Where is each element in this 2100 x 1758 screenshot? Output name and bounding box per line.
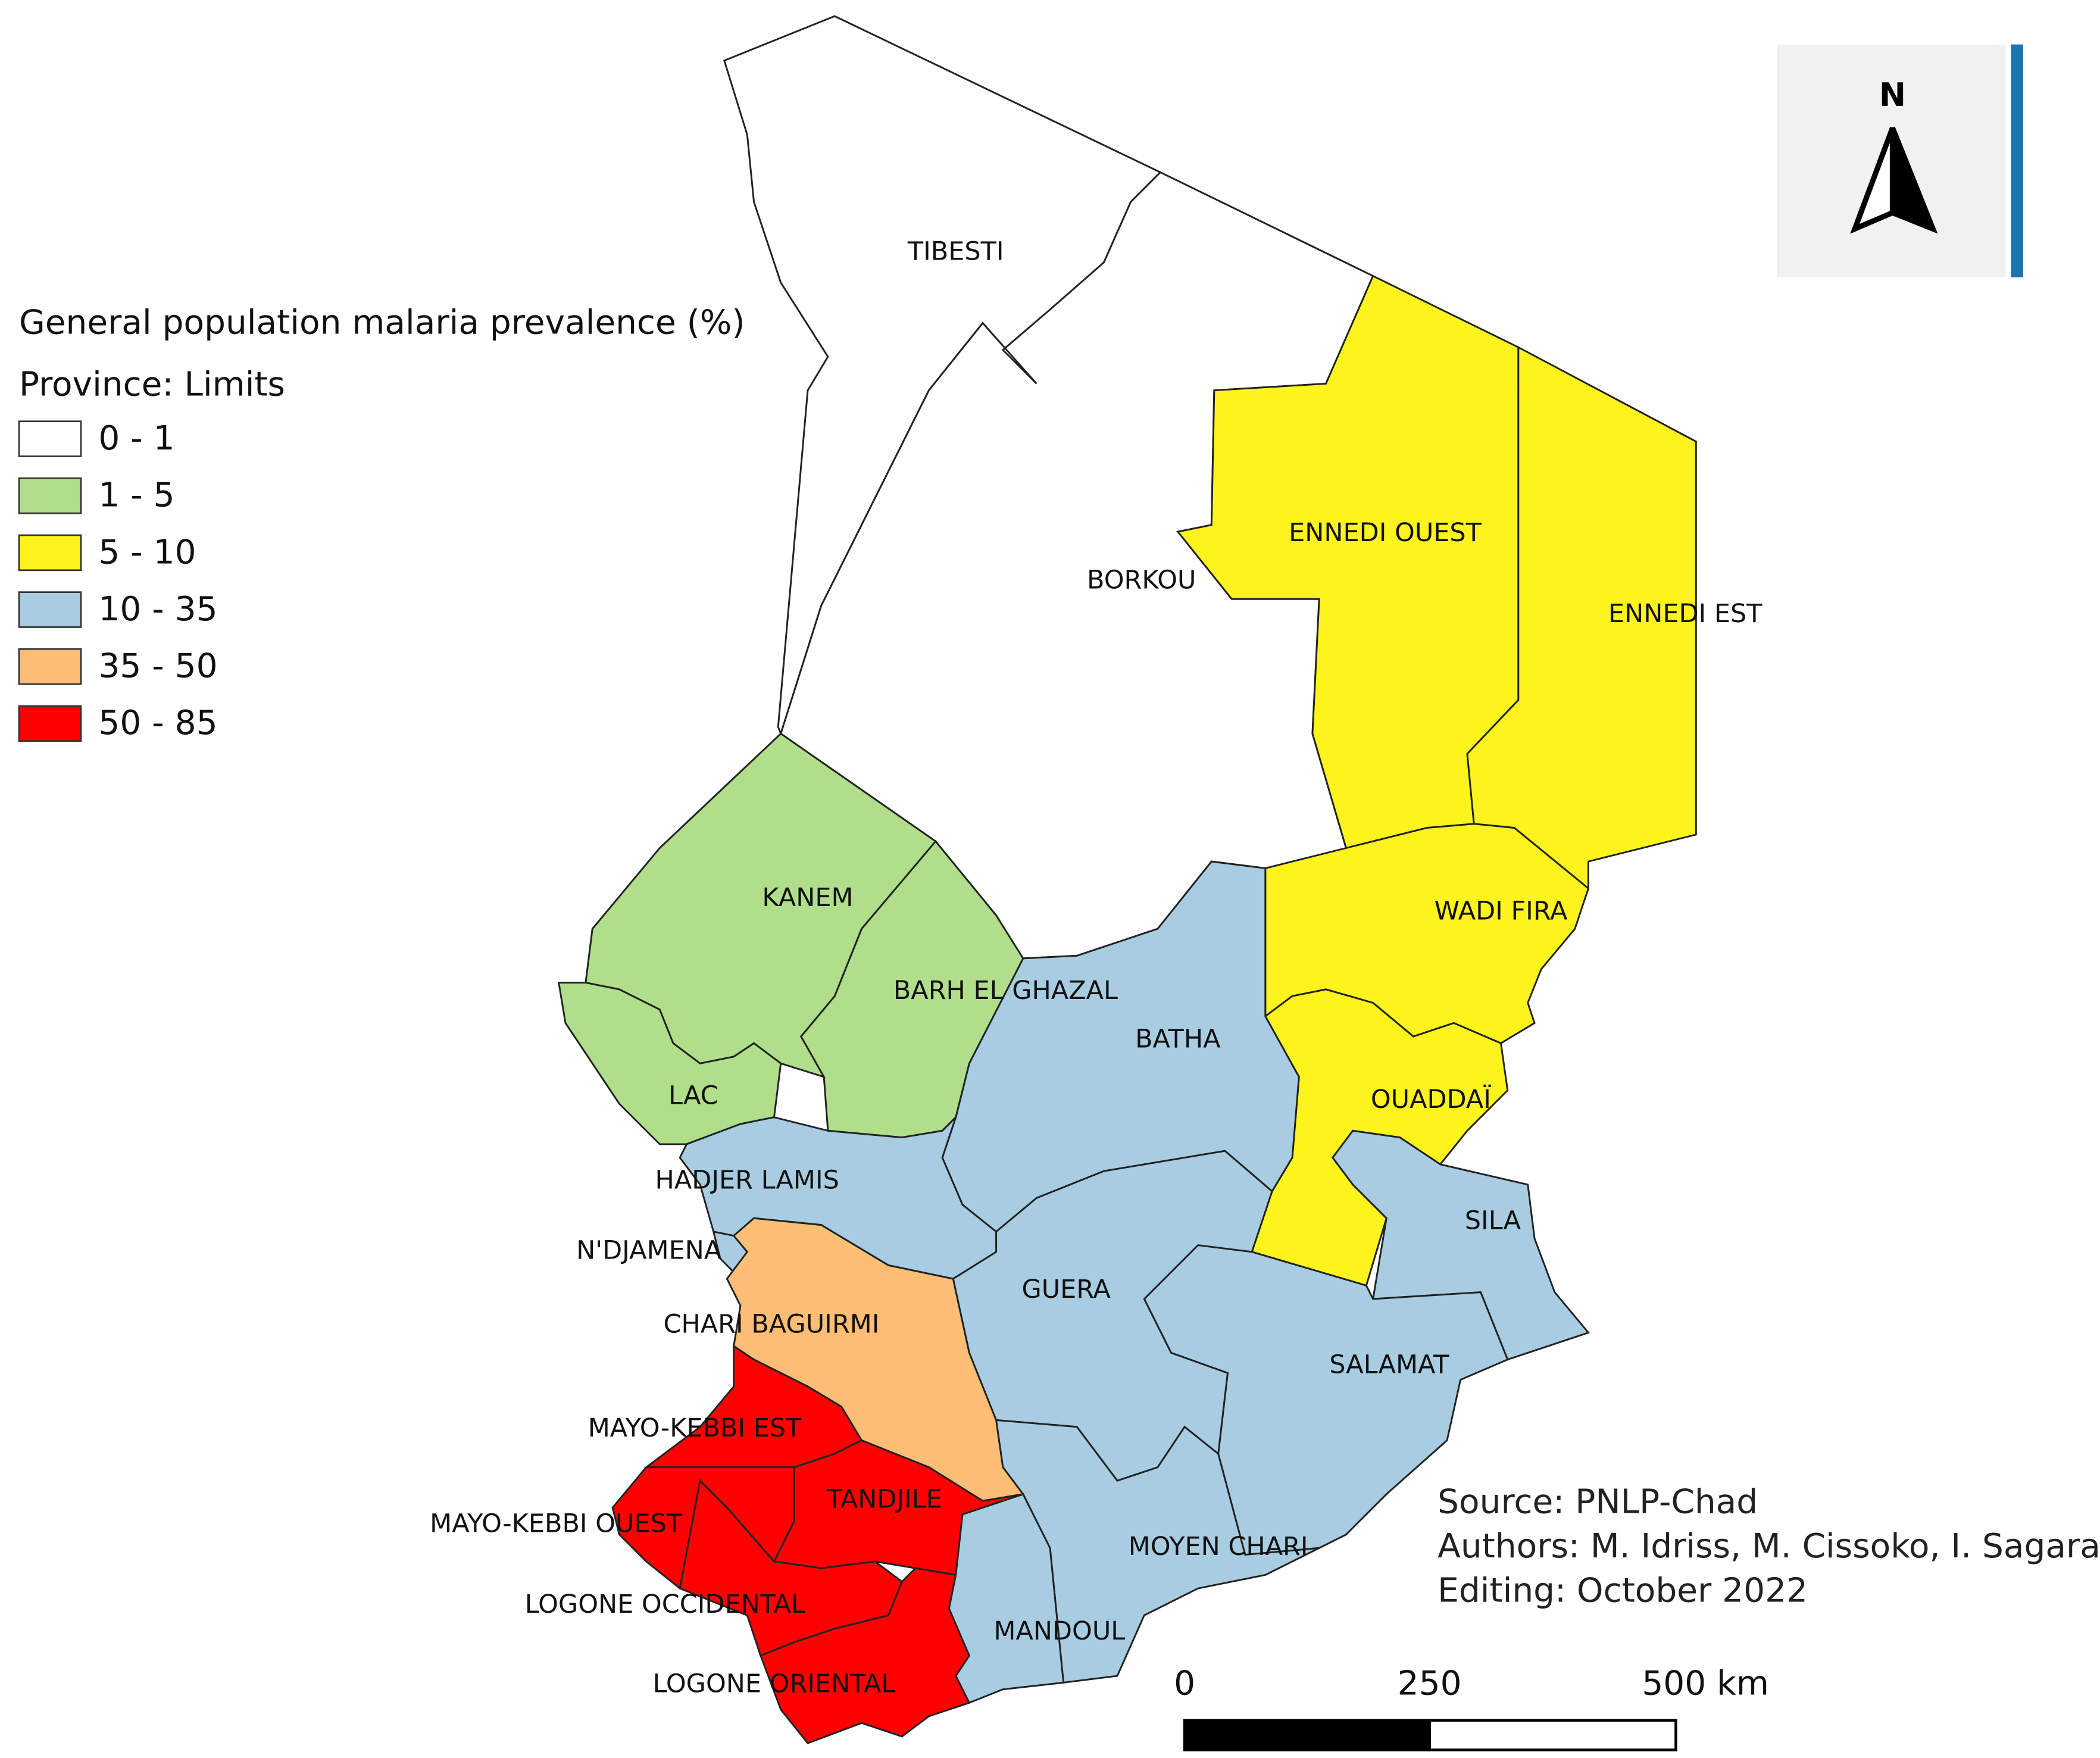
province-label: ENNEDI EST: [1608, 599, 1762, 629]
province-labels: TIBESTI BORKOU ENNEDI OUEST ENNEDI EST WADI …: [430, 237, 1762, 1699]
province-label: MAYO-KEBBI EST: [588, 1413, 802, 1443]
province: [759, 1567, 971, 1744]
province-label: BORKOU: [1087, 565, 1196, 595]
credit-line: Editing: October 2022: [1438, 1572, 1808, 1610]
legend-swatch: [18, 591, 82, 628]
province-label: BATHA: [1135, 1024, 1221, 1054]
province-label: WADI FIRA: [1435, 897, 1568, 926]
legend-label: 5 - 10: [98, 533, 196, 572]
credits: Source: PNLP-Chad Authors: M. Idriss, M. …: [1438, 1482, 2100, 1610]
province-label: BARH EL GHAZAL: [893, 976, 1118, 1006]
province-label: ENNEDI OUEST: [1289, 518, 1482, 548]
legend-label: 35 - 50: [98, 647, 217, 686]
provinces: [557, 15, 1697, 1744]
legend-swatch: [18, 477, 82, 514]
credit-line: Authors: M. Idriss, M. Cissoko, I. Sagar…: [1438, 1527, 2100, 1566]
province-label: N'DJAMENA: [576, 1235, 722, 1265]
legend-label: 50 - 85: [98, 704, 217, 742]
legend-label: 1 - 5: [98, 476, 174, 515]
province-label: LAC: [668, 1081, 718, 1110]
province-label: LOGONE ORIENTAL: [652, 1669, 895, 1698]
scale-label: 250: [1398, 1665, 1462, 1703]
north-arrow-label: N: [1879, 76, 1906, 114]
province-label: SILA: [1465, 1206, 1521, 1236]
province-label: SALAMAT: [1329, 1350, 1449, 1380]
legend-subtitle: Province: Limits: [19, 366, 285, 404]
legend-title: General population malaria prevalence (%…: [19, 304, 745, 342]
scale-label: 500 km: [1642, 1665, 1769, 1703]
scale-bar-light: [1428, 1719, 1677, 1751]
north-arrow-right: [1889, 127, 1938, 234]
north-arrow-strip: [2011, 44, 2023, 277]
scale-label: 0: [1174, 1665, 1195, 1703]
legend-swatch: [18, 705, 82, 742]
province-label: HADJER LAMIS: [655, 1166, 839, 1195]
credit-line: Source: PNLP-Chad: [1438, 1482, 1758, 1521]
province-label: TANDJILE: [826, 1485, 942, 1515]
scale-bar-dark: [1183, 1719, 1431, 1751]
province-label: LOGONE OCCIDENTAL: [525, 1590, 805, 1619]
legend-swatch: [18, 420, 82, 457]
province-label: KANEM: [762, 883, 853, 913]
province: [1331, 1129, 1590, 1361]
province-label: MOYEN CHARI: [1129, 1532, 1308, 1562]
legend-swatch: [18, 534, 82, 572]
province-label: CHARI BAGUIRMI: [663, 1310, 879, 1339]
province-label: TIBESTI: [907, 237, 1004, 267]
province: [557, 982, 782, 1145]
legend-label: 10 - 35: [98, 590, 217, 629]
province-label: GUERA: [1021, 1275, 1111, 1304]
legend: 0 - 1 1 - 5 5 - 10 10 - 35 35 - 50 50 - 85: [18, 419, 218, 742]
scale-labels: 0 250 500 km: [1174, 1665, 1769, 1703]
province-label: MAYO-KEBBI OUEST: [430, 1509, 683, 1538]
legend-swatch: [18, 648, 82, 685]
province-label: MANDOUL: [993, 1616, 1125, 1646]
legend-label: 0 - 1: [98, 419, 174, 458]
province-label: OUADDAÏ: [1371, 1085, 1491, 1114]
